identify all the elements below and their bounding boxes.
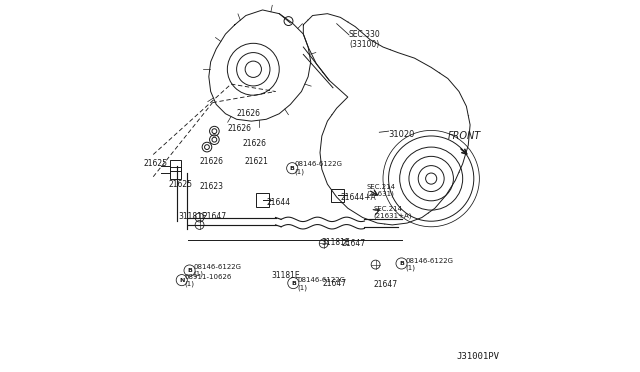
Bar: [170, 167, 181, 179]
Text: 21647: 21647: [342, 239, 365, 248]
Text: 31020: 31020: [388, 129, 415, 139]
Text: B: B: [290, 166, 294, 171]
Text: 21621: 21621: [244, 157, 268, 166]
Text: 21626: 21626: [237, 109, 260, 118]
Text: 08911-10626
(1): 08911-10626 (1): [185, 274, 232, 287]
Bar: [170, 160, 181, 171]
Text: 21647: 21647: [323, 279, 347, 288]
Text: 31181E: 31181E: [271, 271, 300, 280]
Text: SEC.214
(21631+A): SEC.214 (21631+A): [374, 206, 412, 219]
Text: 21625: 21625: [168, 180, 192, 189]
Text: B: B: [291, 280, 296, 286]
Text: 21647: 21647: [202, 212, 227, 221]
Text: 31181E: 31181E: [179, 212, 207, 221]
Text: 21623: 21623: [200, 182, 223, 191]
Text: B: B: [399, 261, 404, 266]
Text: 08146-6122G
(1): 08146-6122G (1): [297, 278, 345, 291]
Text: J31001PV: J31001PV: [457, 352, 500, 361]
Text: FRONT: FRONT: [448, 131, 481, 141]
Text: 21644: 21644: [266, 198, 291, 207]
Text: 21625: 21625: [144, 158, 168, 167]
Text: 08146-6122G
(1): 08146-6122G (1): [193, 264, 241, 277]
Text: 21647: 21647: [374, 280, 398, 289]
Text: SEC.214
(21631): SEC.214 (21631): [366, 184, 396, 197]
Text: SEC.330
(33100): SEC.330 (33100): [349, 30, 381, 49]
Text: 21644+A: 21644+A: [340, 193, 376, 202]
Text: 08146-6122G
(1): 08146-6122G (1): [405, 258, 453, 271]
Text: B: B: [187, 268, 192, 273]
Text: 31181E: 31181E: [322, 238, 351, 247]
Text: 21626: 21626: [242, 139, 266, 148]
Text: 21626: 21626: [200, 157, 223, 166]
Text: 21626: 21626: [227, 124, 252, 133]
Text: N: N: [179, 278, 184, 283]
Text: 08146-6122G
(1): 08146-6122G (1): [295, 161, 343, 175]
